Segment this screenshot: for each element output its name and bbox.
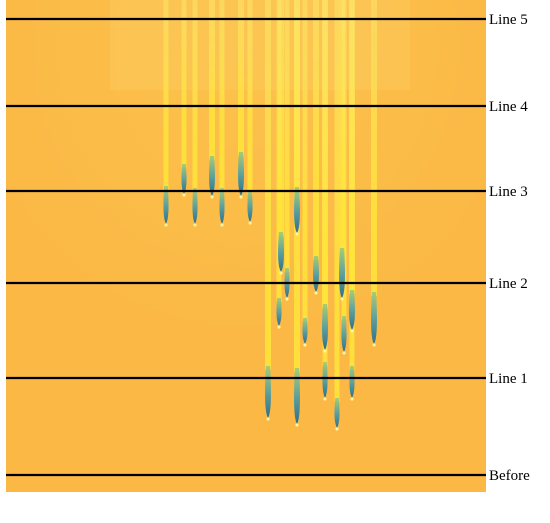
droplet-end bbox=[164, 223, 168, 227]
droplet-streak bbox=[334, 0, 340, 402]
upper-haze bbox=[110, 0, 410, 90]
droplet-streak bbox=[341, 0, 347, 320]
droplet-end bbox=[314, 291, 318, 295]
droplet-tip bbox=[294, 368, 300, 424]
droplet-tip bbox=[238, 152, 244, 196]
streak-group bbox=[163, 0, 377, 402]
droplet-end bbox=[323, 349, 327, 353]
droplet-streak bbox=[181, 0, 187, 168]
droplet-tip bbox=[371, 292, 377, 344]
droplet-streak bbox=[192, 0, 198, 192]
droplet-end bbox=[303, 343, 307, 347]
droplet-tip bbox=[322, 304, 328, 350]
droplet-tip bbox=[322, 362, 328, 398]
droplet-tip bbox=[265, 366, 271, 418]
droplet-end bbox=[182, 193, 186, 197]
droplet-streak bbox=[276, 0, 282, 302]
droplet-streak bbox=[322, 0, 328, 366]
droplet-streak bbox=[302, 0, 308, 322]
droplet-streak bbox=[163, 0, 169, 190]
droplet-end bbox=[350, 329, 354, 333]
droplet-streak bbox=[371, 0, 377, 296]
droplet-end bbox=[342, 351, 346, 355]
droplet-end bbox=[220, 223, 224, 227]
droplet-streak bbox=[284, 0, 290, 272]
label-line-5: Line 5 bbox=[489, 12, 528, 28]
line-labels: Line 5 Line 4 Line 3 Line 2 Line 1 Befor… bbox=[489, 12, 530, 484]
droplet-tip bbox=[278, 232, 284, 272]
droplet-streak bbox=[238, 0, 244, 156]
droplet-end bbox=[248, 221, 252, 225]
droplet-streak bbox=[265, 0, 271, 370]
droplet-end bbox=[295, 232, 299, 236]
droplet-end bbox=[279, 271, 283, 275]
droplet-streak bbox=[294, 0, 300, 372]
label-line-2: Line 2 bbox=[489, 276, 528, 292]
droplet-end bbox=[285, 297, 289, 301]
droplet-tip bbox=[339, 248, 345, 298]
droplet-end bbox=[295, 423, 299, 427]
droplet-tip bbox=[276, 298, 282, 326]
droplet-streak bbox=[349, 0, 355, 370]
droplet-tip bbox=[341, 316, 347, 352]
droplet-tip bbox=[209, 156, 215, 196]
droplet-tip bbox=[349, 290, 355, 330]
label-line-4: Line 4 bbox=[489, 99, 528, 115]
droplet-tip bbox=[181, 164, 187, 194]
droplet-end bbox=[193, 223, 197, 227]
droplet-tip bbox=[294, 187, 300, 233]
droplet-end bbox=[372, 343, 376, 347]
droplet-streak bbox=[313, 0, 319, 260]
label-line-1: Line 1 bbox=[489, 371, 528, 387]
droplet-end bbox=[340, 297, 344, 301]
droplet-tip bbox=[302, 318, 308, 344]
label-before: Before bbox=[489, 468, 530, 484]
droplet-group bbox=[163, 152, 377, 431]
droplet-tip bbox=[349, 366, 355, 398]
droplet-streak bbox=[209, 0, 215, 160]
droplet-tip bbox=[192, 188, 198, 224]
droplet-tip bbox=[334, 398, 340, 428]
droplet-end bbox=[323, 397, 327, 401]
droplet-tip bbox=[219, 188, 225, 224]
reference-lines bbox=[6, 17, 486, 477]
droplet-end bbox=[335, 427, 339, 431]
droplet-end bbox=[239, 195, 243, 199]
droplet-tip bbox=[247, 190, 253, 222]
droplet-end bbox=[350, 397, 354, 401]
droplet-streak bbox=[219, 0, 225, 192]
droplet-end bbox=[210, 195, 214, 199]
droplet-end bbox=[277, 325, 281, 329]
droplet-tip bbox=[163, 186, 169, 224]
droplet-streak bbox=[247, 0, 253, 194]
droplet-end bbox=[266, 417, 270, 421]
label-line-3: Line 3 bbox=[489, 184, 528, 200]
